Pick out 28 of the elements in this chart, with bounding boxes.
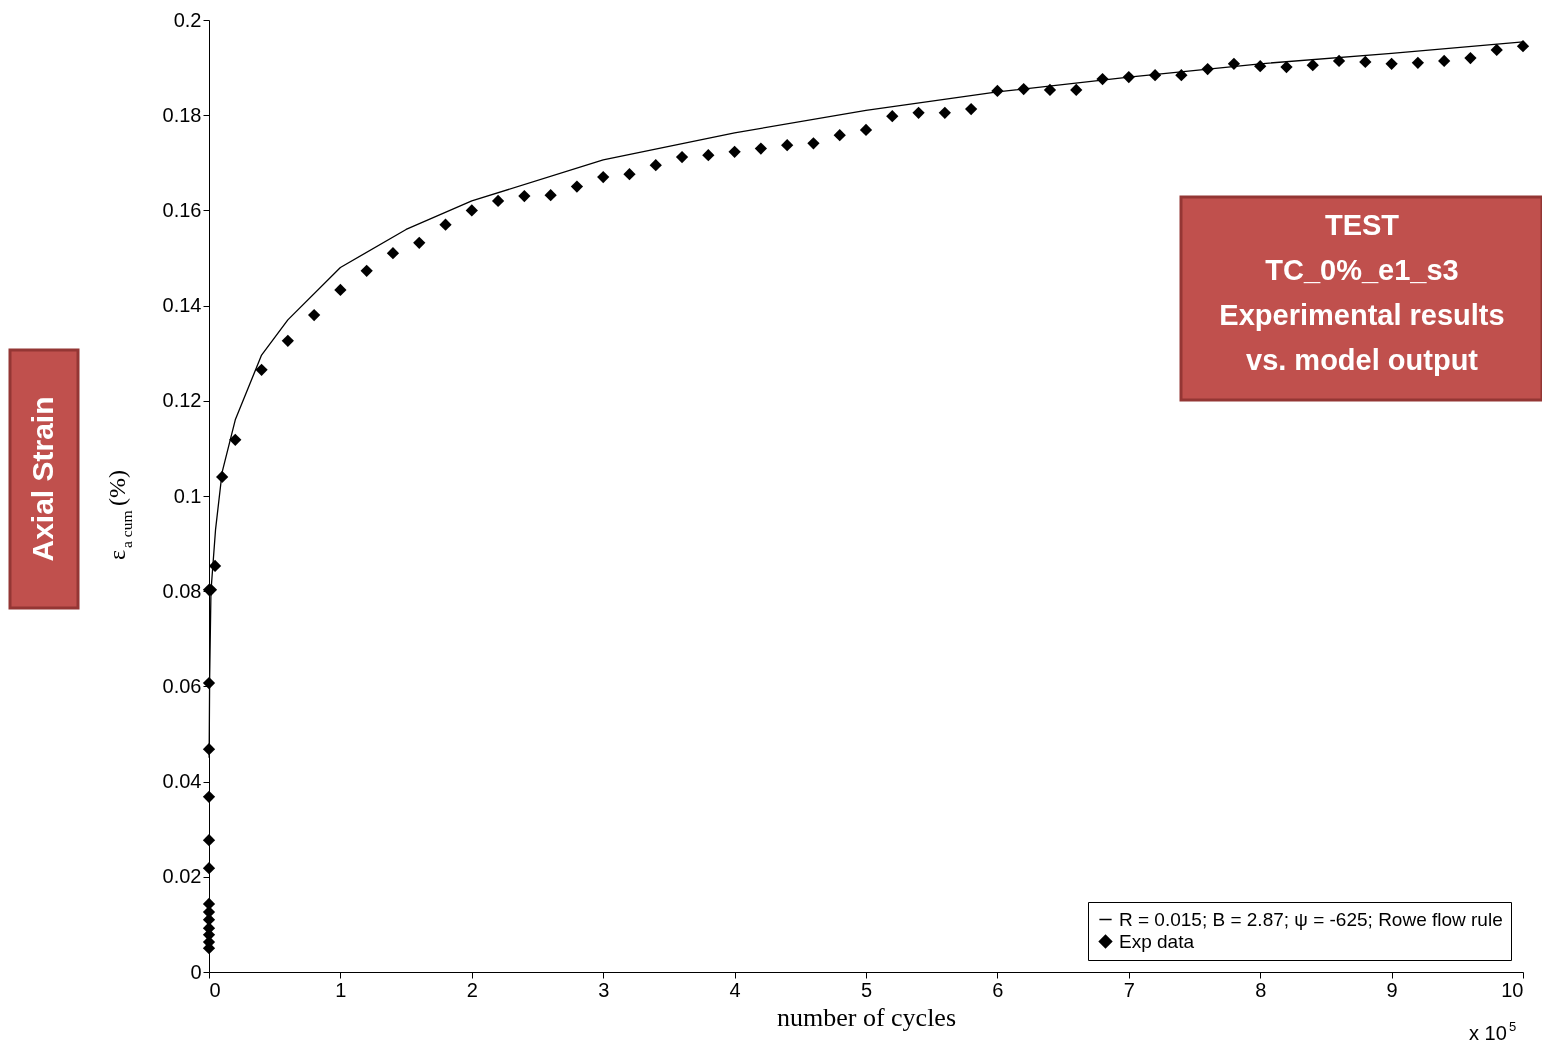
x-tick-label: 3 xyxy=(598,978,610,1001)
y-tick-label: 0.04 xyxy=(162,770,202,793)
x-tick-label: 6 xyxy=(992,978,1004,1001)
y-tick-label: 0 xyxy=(190,960,202,983)
y-tick-label: 0.02 xyxy=(162,865,202,888)
y-tick-label: 0.2 xyxy=(173,8,202,31)
x-tick-label: 9 xyxy=(1386,978,1398,1001)
x-tick-label: 5 xyxy=(860,978,873,1001)
y-tick-label: 0.16 xyxy=(162,198,202,221)
x-axis-title: number of cycles xyxy=(776,1002,957,1032)
y-tick-label: 0.08 xyxy=(162,579,202,602)
x-tick-label: 7 xyxy=(1123,978,1135,1001)
x-tick-label: 1 xyxy=(335,978,347,1001)
annotation: TEST TC_0%_e1_s3 Experimental results vs. model output xyxy=(1219,209,1505,376)
y-axis-title: εa cum (%) xyxy=(104,470,136,560)
x-tick-label: 8 xyxy=(1255,978,1267,1001)
y-tick-label: 0.06 xyxy=(162,674,202,697)
legend-label: Exp data xyxy=(1119,930,1195,952)
y-tick-label: 0.14 xyxy=(162,294,202,317)
x-tick-label: 4 xyxy=(729,978,741,1001)
text: Axial Strain xyxy=(26,396,59,562)
y-tick-label: 0.18 xyxy=(162,103,202,126)
x-tick-label: 0 xyxy=(209,978,221,1001)
legend-label: R = 0.015; B = 2.87; ψ = -625; Rowe flow rule xyxy=(1119,908,1503,930)
x-tick-label: 10 xyxy=(1501,978,1524,1001)
x-tick-label: 2 xyxy=(466,978,478,1001)
y-tick-label: 0.12 xyxy=(162,389,202,412)
y-tick-label: 0.1 xyxy=(173,484,202,507)
